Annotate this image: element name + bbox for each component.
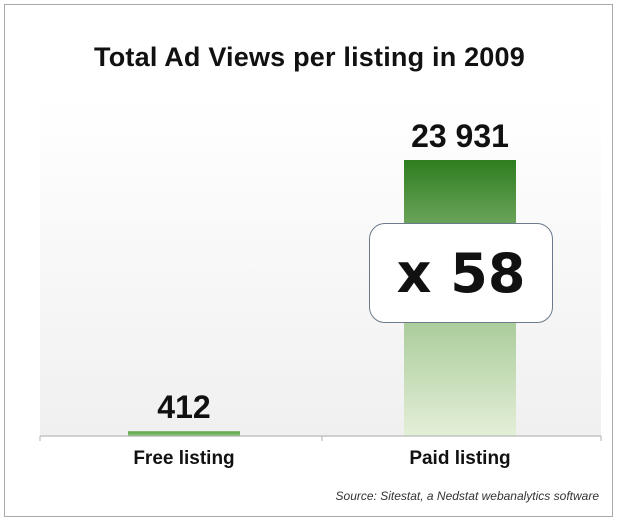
source-note: Source: Sitestat, a Nedstat webanalytics… [335,489,599,503]
ratio-callout-text: x 58 [396,241,526,305]
data-label-free-listing: 412 [157,389,211,426]
bar-free-listing [128,431,240,436]
chart-title: Total Ad Views per listing in 2009 [94,42,525,72]
x-tick-label-paid-listing: Paid listing [409,448,511,469]
ratio-callout: x 58 [369,223,553,323]
x-tick-label-free-listing: Free listing [133,448,235,469]
data-label-paid-listing: 23 931 [411,118,509,154]
